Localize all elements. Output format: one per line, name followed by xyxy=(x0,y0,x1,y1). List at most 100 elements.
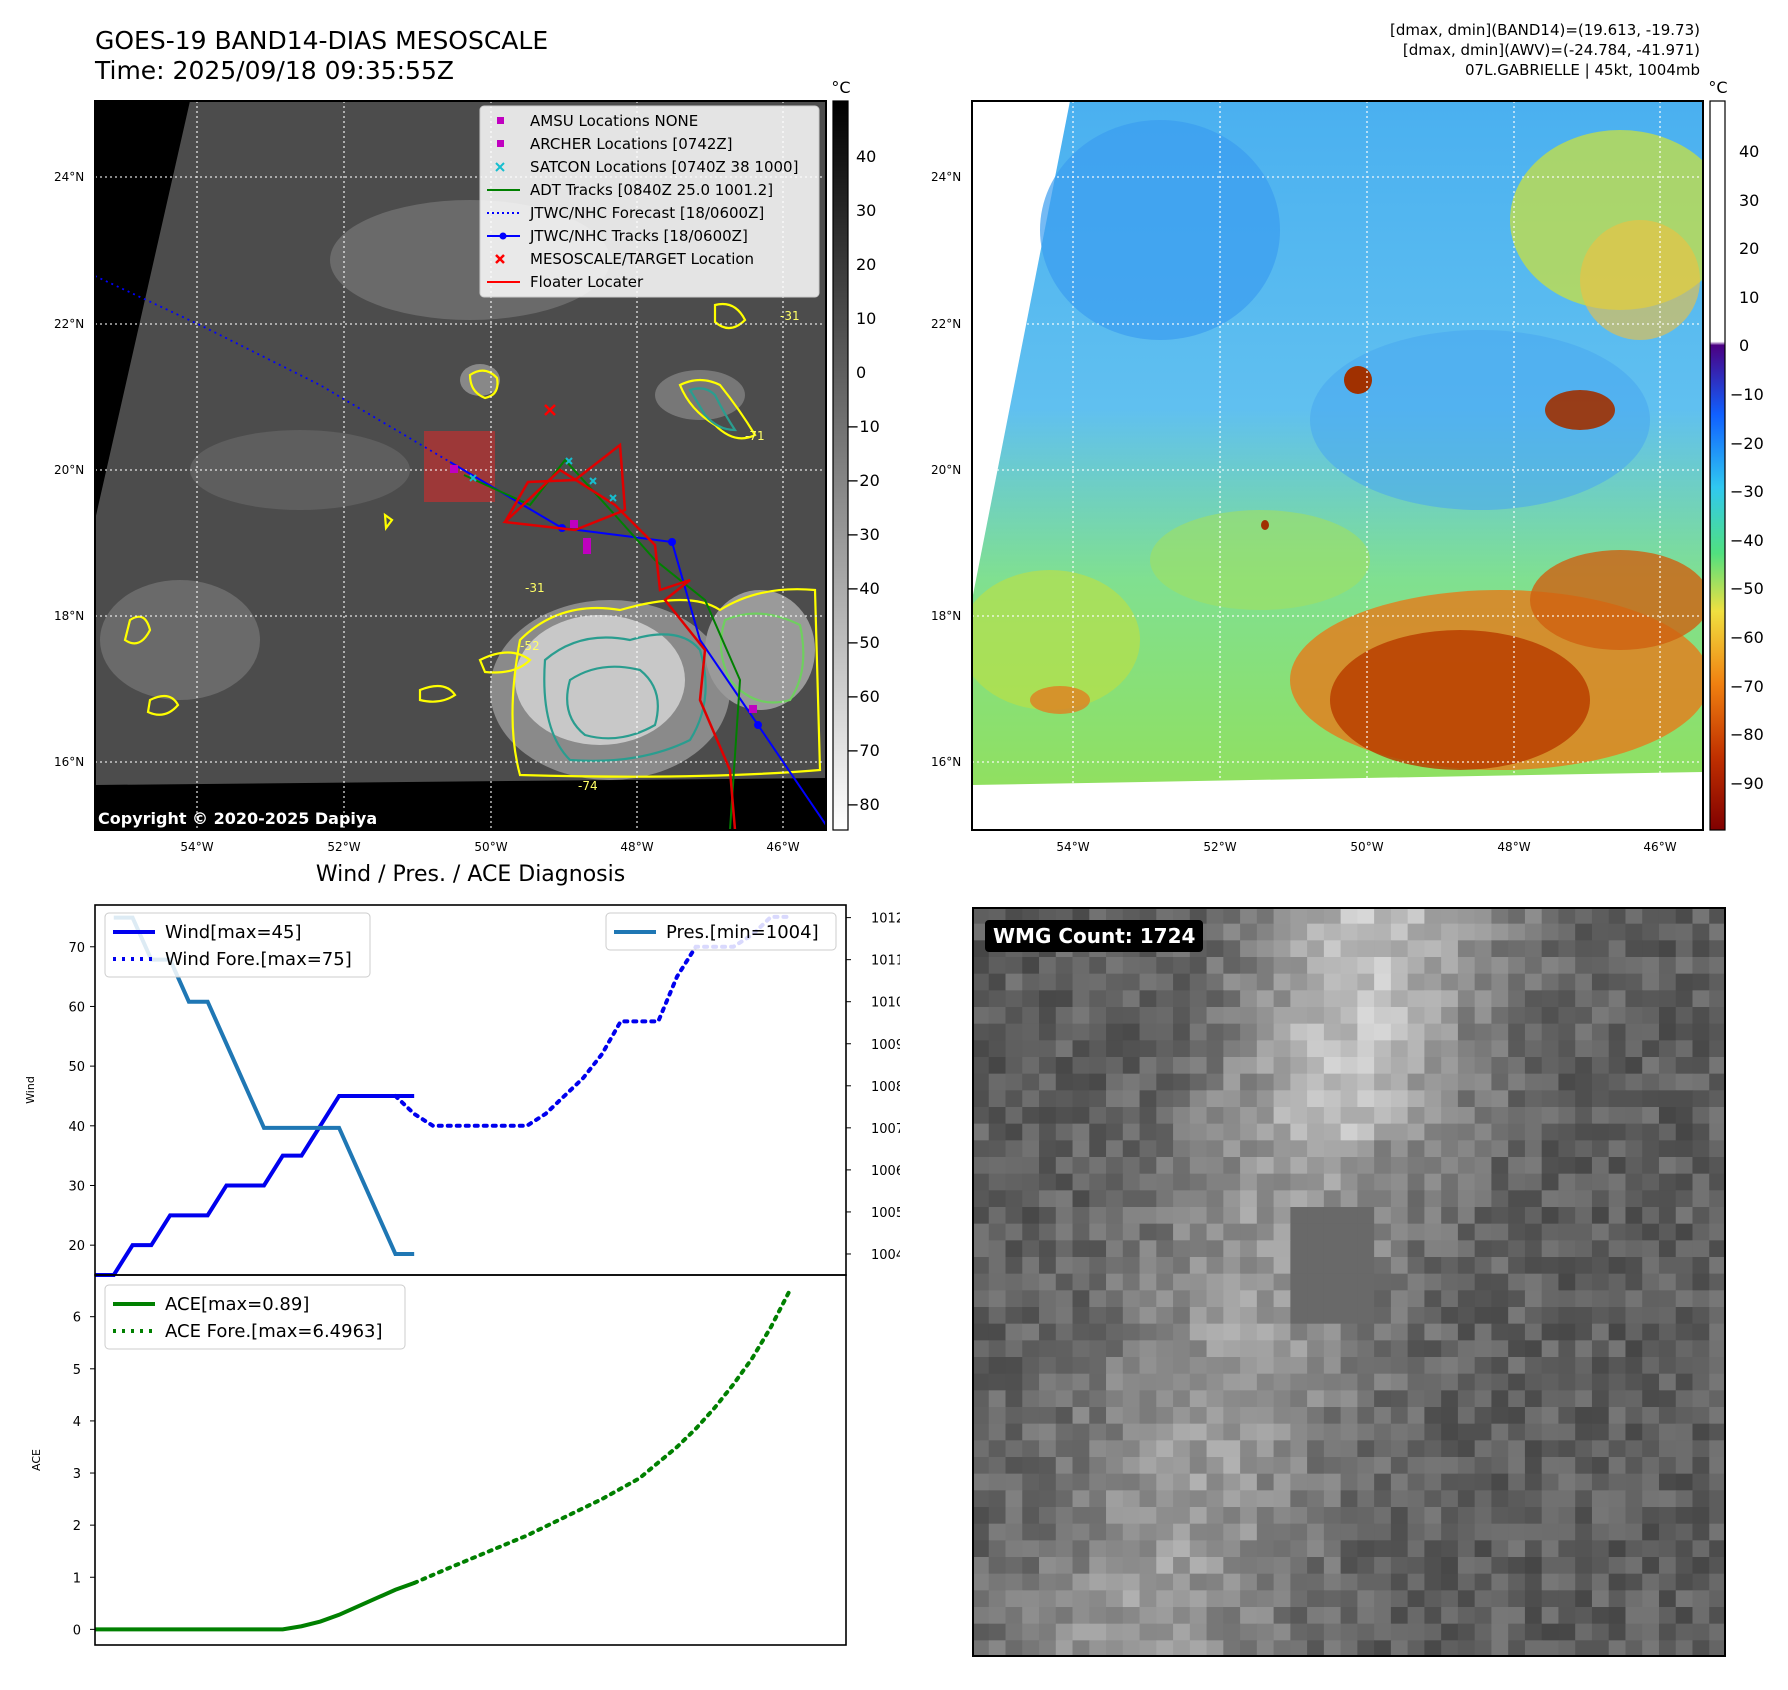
lat-label: 20°N xyxy=(931,463,961,477)
svg-text:−10: −10 xyxy=(1730,385,1764,404)
svg-text:0: 0 xyxy=(856,363,866,382)
ir-map-panel: -31 -52 -71 -74 -31 Copyright © 2020-202… xyxy=(54,78,880,854)
svg-text:30: 30 xyxy=(1739,191,1759,210)
svg-text:−60: −60 xyxy=(1730,628,1764,647)
target-location xyxy=(544,404,556,416)
svg-text:20: 20 xyxy=(856,255,876,274)
ace-legend: ACE[max=0.89] ACE Fore.[max=6.4963] xyxy=(104,1284,406,1350)
legend-archer: ARCHER Locations [0742Z] xyxy=(530,135,733,153)
wv-colorbar xyxy=(1709,100,1726,831)
svg-text:−30: −30 xyxy=(1730,482,1764,501)
legend-forecast: JTWC/NHC Forecast [18/0600Z] xyxy=(529,204,764,222)
figure-time: Time: 2025/09/18 09:35:55Z xyxy=(95,56,454,85)
wv-colorbar-ticks: 40 30 20 10 0 −10 −20 −30 −40 −50 −60 −7… xyxy=(1730,142,1764,793)
svg-text:−30: −30 xyxy=(846,525,880,544)
legend-amsu: AMSU Locations NONE xyxy=(530,112,698,130)
pressure-tick-label: 1012 xyxy=(871,912,900,927)
best-track xyxy=(449,461,826,826)
svg-text:−40: −40 xyxy=(846,579,880,598)
ace-tick-label: 1 xyxy=(73,1571,81,1586)
ace-series-line xyxy=(95,1581,415,1632)
lat-label: 16°N xyxy=(931,755,961,769)
svg-text:−60: −60 xyxy=(846,687,880,706)
legend-adt: ADT Tracks [0840Z 25.0 1001.2] xyxy=(530,181,773,199)
ace-axis-label: ACE xyxy=(30,1449,43,1471)
contour-label: -71 xyxy=(745,429,765,443)
svg-text:40: 40 xyxy=(856,147,876,166)
pressure-tick-label: 1006 xyxy=(871,1164,900,1179)
legend-floater: Floater Locater xyxy=(530,273,644,291)
wind-tick-label: 60 xyxy=(68,1000,85,1015)
diagnosis-chart: 2030405060701004100510061007100810091010… xyxy=(24,904,900,1646)
wind-series-line xyxy=(95,1093,415,1277)
legend-satcon: SATCON Locations [0740Z 38 1000] xyxy=(530,158,798,176)
svg-text:40: 40 xyxy=(1739,142,1759,161)
adt-track xyxy=(463,458,742,830)
ace-tick-label: 2 xyxy=(73,1519,81,1534)
floater-locater xyxy=(502,442,737,830)
svg-text:−90: −90 xyxy=(1730,774,1764,793)
awv-range: [dmax, dmin](AWV)=(-24.784, -41.971) xyxy=(1402,41,1700,59)
contour-label: -52 xyxy=(520,639,540,653)
ace-axes-frame xyxy=(94,1274,847,1646)
forecast-track xyxy=(95,275,451,463)
wind-tick-label: 40 xyxy=(68,1120,85,1135)
pressure-tick-label: 1009 xyxy=(871,1038,900,1053)
legend-entry: Wind[max=45] xyxy=(165,922,302,943)
svg-text:−70: −70 xyxy=(1730,677,1764,696)
legend-entry: Wind Fore.[max=75] xyxy=(165,949,352,970)
lon-label: 54°W xyxy=(1056,840,1089,854)
pressure-tick-label: 1008 xyxy=(871,1080,900,1095)
wind-tick-label: 50 xyxy=(68,1060,85,1075)
lat-label: 16°N xyxy=(54,755,84,769)
ace-forecast-series-line xyxy=(412,1288,792,1585)
lon-label: 50°W xyxy=(474,840,507,854)
svg-text:0: 0 xyxy=(1739,336,1749,355)
legend-entry: Pres.[min=1004] xyxy=(666,922,819,943)
svg-text:−50: −50 xyxy=(1730,579,1764,598)
pressure-tick-label: 1004 xyxy=(871,1248,900,1263)
lon-label: 48°W xyxy=(620,840,653,854)
svg-text:20: 20 xyxy=(1739,239,1759,258)
band14-range: [dmax, dmin](BAND14)=(19.613, -19.73) xyxy=(1389,21,1700,39)
lat-label: 22°N xyxy=(54,317,84,331)
wmg-panel xyxy=(972,907,1726,1657)
lat-label: 22°N xyxy=(931,317,961,331)
lon-label: 46°W xyxy=(1643,840,1676,854)
svg-text:10: 10 xyxy=(856,309,876,328)
ace-tick-label: 5 xyxy=(73,1363,81,1378)
wind-tick-label: 20 xyxy=(68,1239,85,1254)
pressure-tick-label: 1011 xyxy=(871,954,900,969)
lon-label: 54°W xyxy=(180,840,213,854)
svg-text:−80: −80 xyxy=(1730,725,1764,744)
contour-label: -31 xyxy=(525,581,545,595)
lat-label: 18°N xyxy=(54,609,84,623)
wv-map-panel: 24°N 22°N 20°N 18°N 16°N 54°W 52°W 50°W … xyxy=(931,78,1764,854)
lon-label: 46°W xyxy=(766,840,799,854)
contour-label: -31 xyxy=(780,309,800,323)
ace-tick-label: 3 xyxy=(73,1467,81,1482)
svg-text:−70: −70 xyxy=(846,741,880,760)
svg-text:−50: −50 xyxy=(846,633,880,652)
ir-colorbar-ticks: 40 30 20 10 0 −10 −20 −30 −40 −50 −60 −7… xyxy=(846,147,880,814)
ir-legend: AMSU Locations NONE ARCHER Locations [07… xyxy=(479,105,820,298)
lon-label: 48°W xyxy=(1497,840,1530,854)
wv-colorbar-unit: °C xyxy=(1708,78,1727,97)
lat-label: 20°N xyxy=(54,463,84,477)
lat-label: 18°N xyxy=(931,609,961,623)
pressure-tick-label: 1005 xyxy=(871,1206,900,1221)
svg-text:−20: −20 xyxy=(1730,434,1764,453)
svg-text:−20: −20 xyxy=(846,471,880,490)
ace-tick-label: 4 xyxy=(73,1415,81,1430)
legend-tracks: JTWC/NHC Tracks [18/0600Z] xyxy=(529,227,748,245)
svg-text:−10: −10 xyxy=(846,417,880,436)
pressure-legend: Pres.[min=1004] xyxy=(605,912,837,951)
legend-target: MESOSCALE/TARGET Location xyxy=(530,250,754,268)
wmg-count-badge: WMG Count: 1724 xyxy=(985,920,1204,952)
ace-tick-label: 0 xyxy=(73,1623,81,1638)
lon-label: 50°W xyxy=(1350,840,1383,854)
svg-text:30: 30 xyxy=(856,201,876,220)
legend-entry: ACE Fore.[max=6.4963] xyxy=(165,1321,383,1342)
lon-label: 52°W xyxy=(1203,840,1236,854)
ir-colorbar xyxy=(832,100,849,831)
